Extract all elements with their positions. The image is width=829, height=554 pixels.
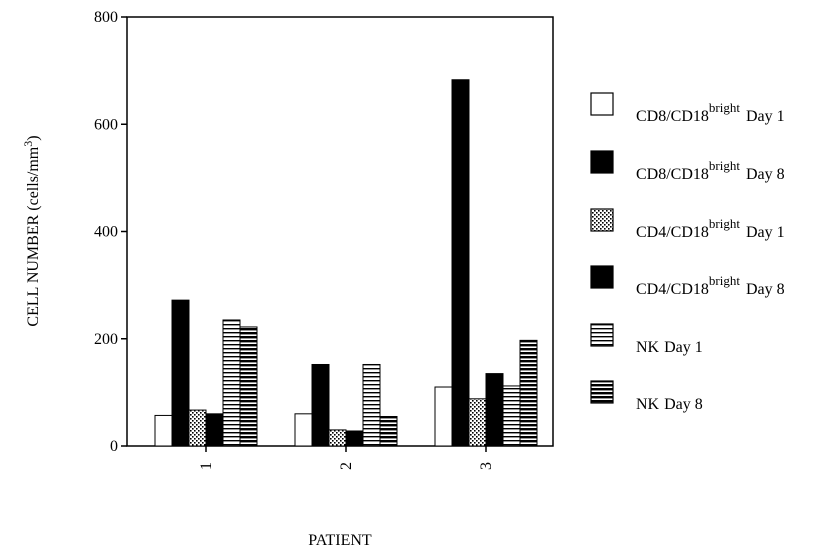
legend-swatch bbox=[590, 380, 614, 404]
bar bbox=[311, 363, 330, 447]
legend-label: CD4/CD18brightDay 8 bbox=[636, 273, 785, 298]
y-axis-title-sup: 3 bbox=[21, 141, 35, 147]
bars-group bbox=[154, 79, 538, 447]
y-tick-label: 800 bbox=[94, 9, 118, 26]
bar bbox=[154, 414, 173, 447]
bar bbox=[188, 409, 207, 447]
legend-swatch bbox=[590, 92, 614, 116]
bar bbox=[328, 429, 347, 447]
y-axis: 0 200 400 600 800 bbox=[94, 9, 127, 455]
x-tick-label: 3 bbox=[478, 462, 495, 470]
legend-label: NK Day 8 bbox=[636, 396, 703, 413]
bar bbox=[519, 339, 538, 447]
bar bbox=[205, 413, 224, 447]
y-axis-title: CELL NUMBER (cells/mm3) bbox=[21, 135, 42, 326]
legend-swatch bbox=[590, 265, 614, 289]
legend-label: NK Day 1 bbox=[636, 339, 703, 356]
y-tick-label: 200 bbox=[94, 331, 118, 348]
bar bbox=[345, 430, 364, 447]
legend-label: CD8/CD18brightDay 8 bbox=[636, 158, 785, 183]
x-tick-label: 1 bbox=[198, 462, 215, 470]
bar bbox=[379, 416, 398, 447]
bar bbox=[502, 385, 521, 447]
bar bbox=[451, 79, 470, 447]
bar bbox=[239, 326, 258, 447]
y-tick-label: 400 bbox=[94, 224, 118, 241]
bar bbox=[294, 413, 313, 447]
legend-label: CD8/CD18brightDay 1 bbox=[636, 100, 785, 125]
y-tick-label: 600 bbox=[94, 116, 118, 133]
x-axis: 1 2 3 bbox=[198, 446, 495, 470]
legend-swatch bbox=[590, 323, 614, 347]
bar bbox=[485, 373, 504, 447]
bar bbox=[468, 398, 487, 447]
x-axis-title: PATIENT bbox=[308, 532, 372, 549]
bar bbox=[434, 386, 453, 447]
legend-label: CD4/CD18brightDay 1 bbox=[636, 216, 785, 241]
x-tick-label: 2 bbox=[338, 462, 355, 470]
bar bbox=[171, 299, 190, 447]
legend-swatch bbox=[590, 208, 614, 232]
bar bbox=[222, 319, 241, 447]
y-tick-label: 0 bbox=[110, 438, 118, 455]
bar bbox=[362, 363, 381, 447]
legend-swatch bbox=[590, 150, 614, 174]
legend: CD8/CD18brightDay 1 CD8/CD18brightDay 8 CD… bbox=[590, 92, 785, 413]
